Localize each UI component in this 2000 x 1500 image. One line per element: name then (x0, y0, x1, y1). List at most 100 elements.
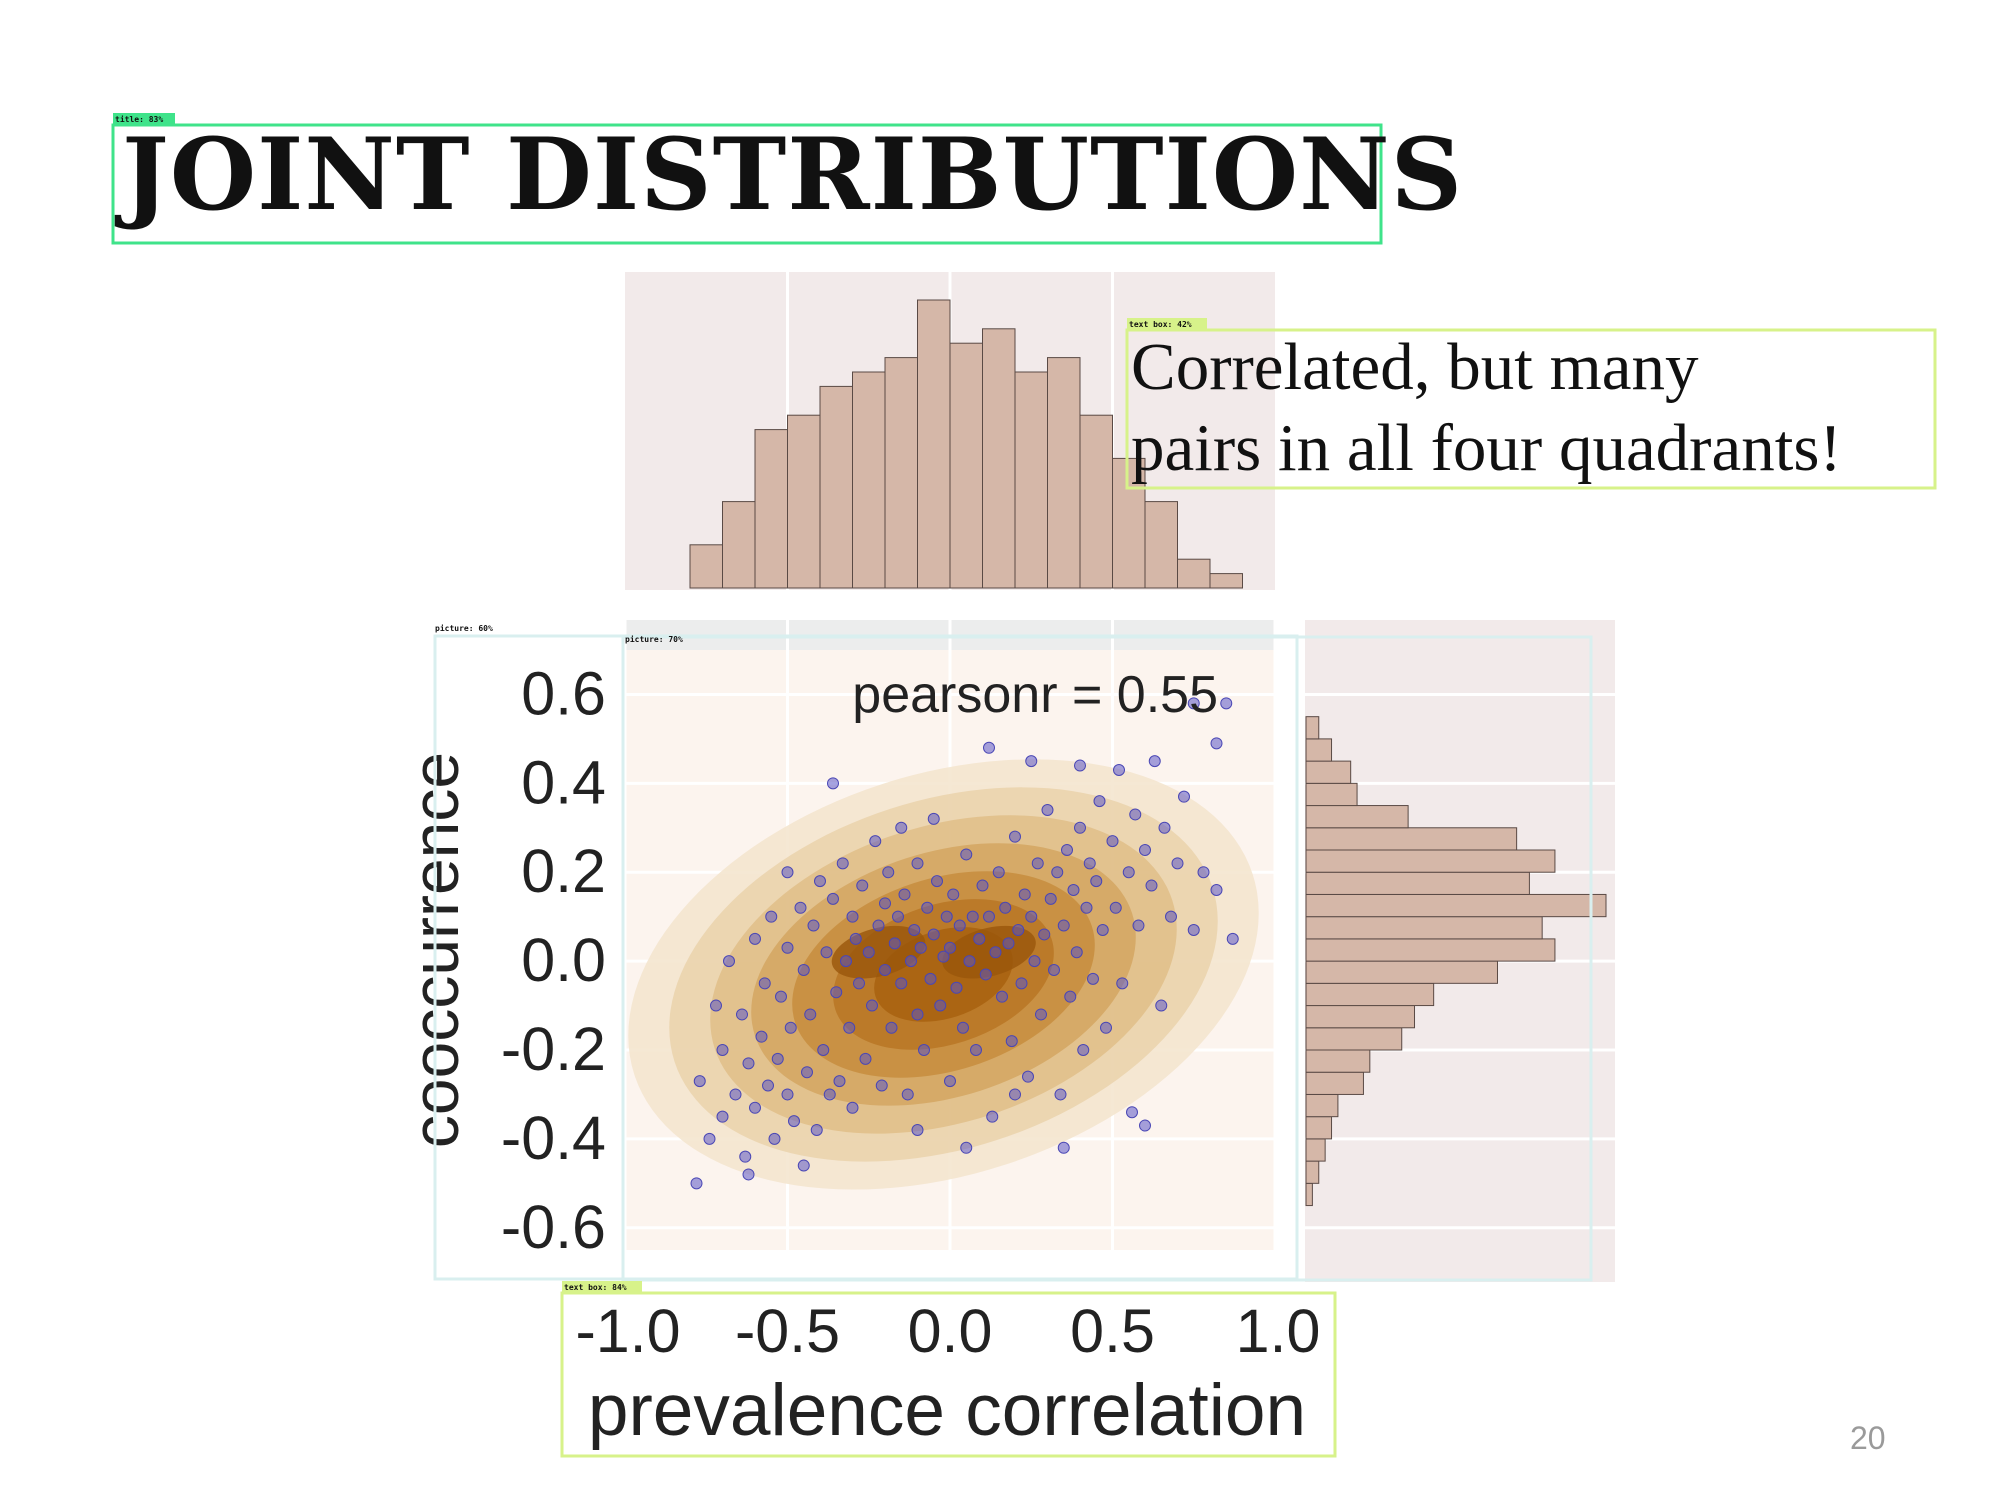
y-marginal-histogram (1305, 620, 1615, 1282)
y-marginal-bar (1305, 716, 1320, 740)
scatter-point (1210, 737, 1223, 750)
scatter-point (914, 941, 927, 954)
scatter-point (1220, 697, 1233, 710)
x-marginal-bar (982, 328, 1016, 589)
scatter-point (979, 968, 992, 981)
scatter-point (927, 928, 940, 941)
scatter-point (1044, 892, 1057, 905)
scatter-point (1015, 977, 1028, 990)
scatter-point (1178, 790, 1190, 803)
scatter-point (911, 1008, 924, 1021)
scatter-point (1074, 821, 1086, 834)
y-marginal-bar (1305, 827, 1518, 851)
scatter-point (1002, 937, 1015, 950)
x-marginal-bar (917, 299, 951, 589)
callout-line-2: pairs in all four quadrants! (1131, 411, 1842, 485)
scatter-point (888, 937, 901, 950)
scatter-point (827, 892, 839, 905)
scatter-point (970, 1044, 982, 1056)
scatter-point (866, 999, 878, 1012)
y-marginal-bar (1305, 1027, 1403, 1051)
scatter-point (973, 932, 986, 945)
x-marginal-bar (819, 385, 853, 589)
scatter-point (1005, 1035, 1018, 1048)
scatter-point (1093, 795, 1106, 808)
x-tick-label: 0.5 (1070, 1297, 1155, 1365)
x-marginal-bar (787, 414, 821, 589)
scatter-point (814, 875, 826, 888)
scatter-point (937, 950, 950, 963)
scatter-point (905, 955, 917, 968)
y-tick-label: -0.2 (501, 1015, 606, 1083)
scatter-point (1028, 955, 1041, 968)
y-axis-ticks: 0.6 0.4 0.2 0.0 -0.2 -0.4 -0.6 (501, 659, 606, 1260)
y-marginal-bar (1305, 1093, 1339, 1118)
x-marginal-bar (1209, 573, 1243, 589)
title-detection-tag (113, 113, 175, 125)
callout-detection-label: text box: 42% (1129, 320, 1192, 329)
x-marginal-bar (1014, 371, 1048, 589)
scatter-point (830, 986, 843, 999)
scatter-point (908, 924, 921, 936)
scatter-point (1067, 884, 1080, 896)
scatter-point (960, 848, 973, 861)
x-marginal-bar (722, 501, 756, 589)
scatter-point (1139, 1119, 1151, 1132)
title-detection-label: title: 83% (115, 114, 163, 124)
y-marginal-bar (1305, 760, 1352, 784)
scatter-point (1129, 808, 1142, 821)
scatter-point (781, 866, 794, 879)
scatter-point (895, 821, 908, 834)
scatter-point (784, 1021, 797, 1034)
scatter-point (775, 990, 787, 1003)
picture-detection-label-2: picture: 70% (625, 634, 683, 644)
scatter-point (853, 977, 865, 990)
scatter-point (996, 990, 1008, 1003)
scatter-point (1025, 910, 1038, 923)
y-marginal-bar (1305, 1049, 1371, 1073)
scatter-point (762, 1079, 774, 1092)
slide-title: JOINT DISTRIBUTIONS (122, 117, 1464, 233)
scatter-point (1041, 804, 1054, 816)
scatter-point (963, 955, 976, 968)
x-marginal-bar (1144, 501, 1178, 589)
scatter-point (823, 1088, 836, 1101)
scatter-point (895, 977, 908, 990)
y-tick-label: 0.0 (521, 926, 606, 994)
scatter-point (1031, 857, 1044, 870)
scatter-point (992, 866, 1005, 879)
scatter-point (703, 1132, 716, 1145)
scatter-point (869, 835, 882, 848)
scatter-point (758, 977, 771, 990)
scatter-point (1158, 821, 1171, 834)
scatter-point (846, 1101, 859, 1114)
scatter-point (810, 1124, 823, 1136)
y-marginal-bar (1305, 1160, 1320, 1184)
scatter-point (1148, 755, 1161, 768)
scatter-point (1122, 866, 1135, 879)
scatter-point (1210, 884, 1223, 896)
callout-detection-box (1125, 328, 1937, 490)
scatter-point (901, 1088, 914, 1101)
scatter-point (749, 932, 761, 945)
scatter-point (797, 1159, 810, 1172)
scatter-point (1197, 866, 1210, 879)
scatter-point (1132, 919, 1145, 932)
y-marginal-bar (1305, 805, 1409, 829)
scatter-point (1187, 697, 1200, 710)
xaxis-detection-box (560, 1291, 1337, 1458)
scatter-point (862, 946, 875, 959)
scatter-point (966, 910, 979, 923)
scatter-point (1018, 888, 1031, 901)
scatter-point (742, 1168, 755, 1181)
scatter-point (1096, 924, 1109, 936)
scatter-point (1070, 946, 1083, 959)
scatter-point (797, 964, 810, 976)
y-tick-label: 0.6 (521, 659, 606, 727)
y-marginal-bar (1305, 1182, 1313, 1207)
x-tick-label: 0.0 (908, 1297, 993, 1365)
scatter-point (872, 919, 885, 932)
scatter-point (976, 879, 989, 892)
scatter-point (693, 1075, 706, 1088)
scatter-point (875, 1079, 888, 1092)
